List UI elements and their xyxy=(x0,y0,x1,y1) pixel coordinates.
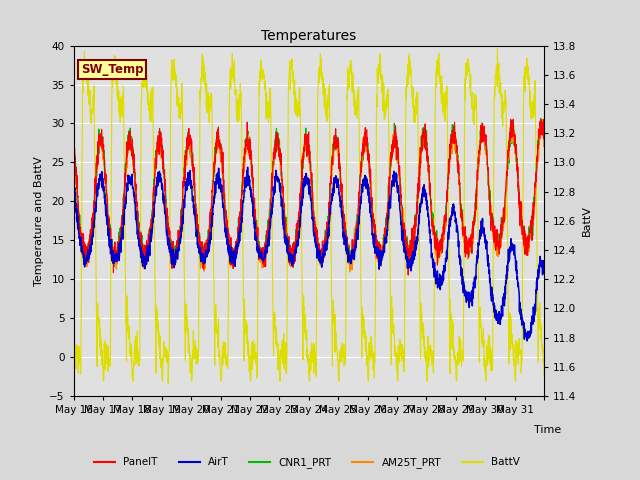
Title: Temperatures: Temperatures xyxy=(261,29,356,43)
Text: SW_Temp: SW_Temp xyxy=(81,63,143,76)
Legend: PanelT, AirT, CNR1_PRT, AM25T_PRT, BattV: PanelT, AirT, CNR1_PRT, AM25T_PRT, BattV xyxy=(90,453,524,472)
Y-axis label: BattV: BattV xyxy=(582,205,592,236)
Y-axis label: Temperature and BattV: Temperature and BattV xyxy=(34,156,44,286)
Text: Time: Time xyxy=(534,425,561,435)
